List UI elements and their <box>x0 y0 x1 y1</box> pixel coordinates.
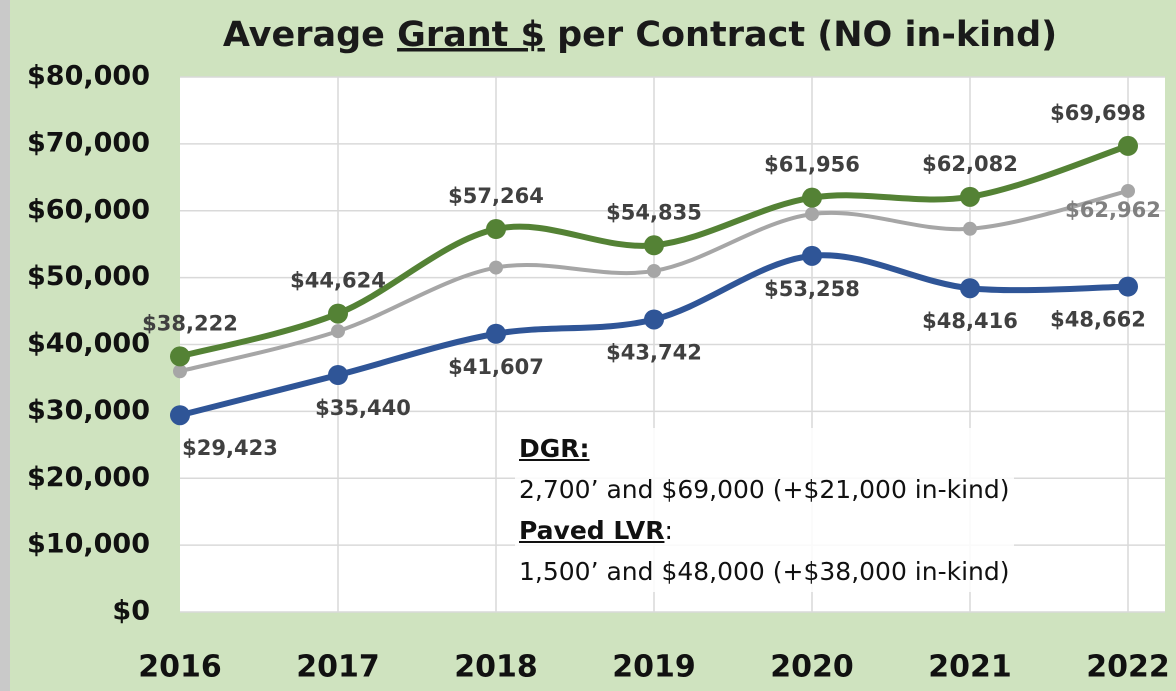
annotation-line: 2,700’ and $69,000 (+$21,000 in-kind) <box>519 475 1010 504</box>
title-part: Grant $ <box>397 15 545 55</box>
data-label: $35,440 <box>315 396 411 420</box>
data-label: $44,624 <box>290 269 386 293</box>
annotation-heading: Paved LVR <box>519 516 665 545</box>
x-tick-label: 2016 <box>138 650 222 685</box>
marker <box>328 364 348 385</box>
marker <box>644 309 664 330</box>
marker <box>963 221 977 236</box>
x-tick-label: 2022 <box>1086 650 1170 685</box>
chart-title: Average Grant $ per Contract (NO in-kind… <box>223 15 1057 55</box>
marker <box>173 364 187 379</box>
y-tick-label: $40,000 <box>27 328 150 359</box>
marker <box>486 219 506 240</box>
data-label: $53,258 <box>764 277 860 301</box>
marker <box>647 263 661 278</box>
x-tick-label: 2017 <box>296 650 380 685</box>
marker <box>1118 276 1138 297</box>
x-tick-label: 2020 <box>770 650 854 685</box>
y-tick-label: $10,000 <box>27 529 150 560</box>
marker <box>644 235 664 256</box>
marker <box>328 303 348 324</box>
marker <box>960 186 980 207</box>
marker <box>489 260 503 275</box>
marker <box>960 278 980 299</box>
data-label: $48,662 <box>1050 308 1146 332</box>
marker <box>1121 183 1135 198</box>
data-label: $38,222 <box>142 311 238 335</box>
data-label: $69,698 <box>1050 101 1146 125</box>
data-label: $54,835 <box>606 200 702 224</box>
y-tick-label: $50,000 <box>27 261 150 292</box>
marker <box>331 324 345 339</box>
marker <box>486 323 506 344</box>
data-label: $62,082 <box>922 152 1018 176</box>
data-label: $62,962 <box>1065 198 1161 222</box>
annotation-text: : <box>664 516 673 545</box>
x-tick-label: 2019 <box>612 650 696 685</box>
annotation-line: Paved LVR: <box>519 510 1010 551</box>
annotation-line: 1,500’ and $48,000 (+$38,000 in-kind) <box>519 557 1010 586</box>
marker <box>170 346 190 367</box>
y-tick-label: $20,000 <box>27 462 150 493</box>
annotation-line: DGR: <box>519 428 1010 469</box>
y-tick-label: $70,000 <box>27 127 150 158</box>
x-tick-label: 2018 <box>454 650 538 685</box>
marker <box>1118 135 1138 156</box>
marker <box>802 245 822 266</box>
marker <box>802 187 822 208</box>
annotation: DGR: 2,700’ and $69,000 (+$21,000 in-kin… <box>515 428 1014 592</box>
data-label: $61,956 <box>764 153 860 177</box>
y-tick-label: $80,000 <box>27 61 150 92</box>
data-label: $57,264 <box>448 184 544 208</box>
marker <box>805 207 819 222</box>
y-tick-label: $60,000 <box>27 194 150 225</box>
title-part: Average <box>223 15 397 55</box>
data-label: $48,416 <box>922 309 1018 333</box>
edge-strip <box>0 0 10 691</box>
y-tick-label: $30,000 <box>27 395 150 426</box>
y-tick-label: $0 <box>112 596 150 627</box>
x-tick-label: 2021 <box>928 650 1012 685</box>
data-label: $29,423 <box>182 436 278 460</box>
title-part: per Contract (NO in-kind) <box>545 15 1057 55</box>
marker <box>170 405 190 426</box>
data-label: $41,607 <box>448 355 544 379</box>
data-label: $43,742 <box>606 340 702 364</box>
annotation-heading: DGR: <box>519 434 590 463</box>
